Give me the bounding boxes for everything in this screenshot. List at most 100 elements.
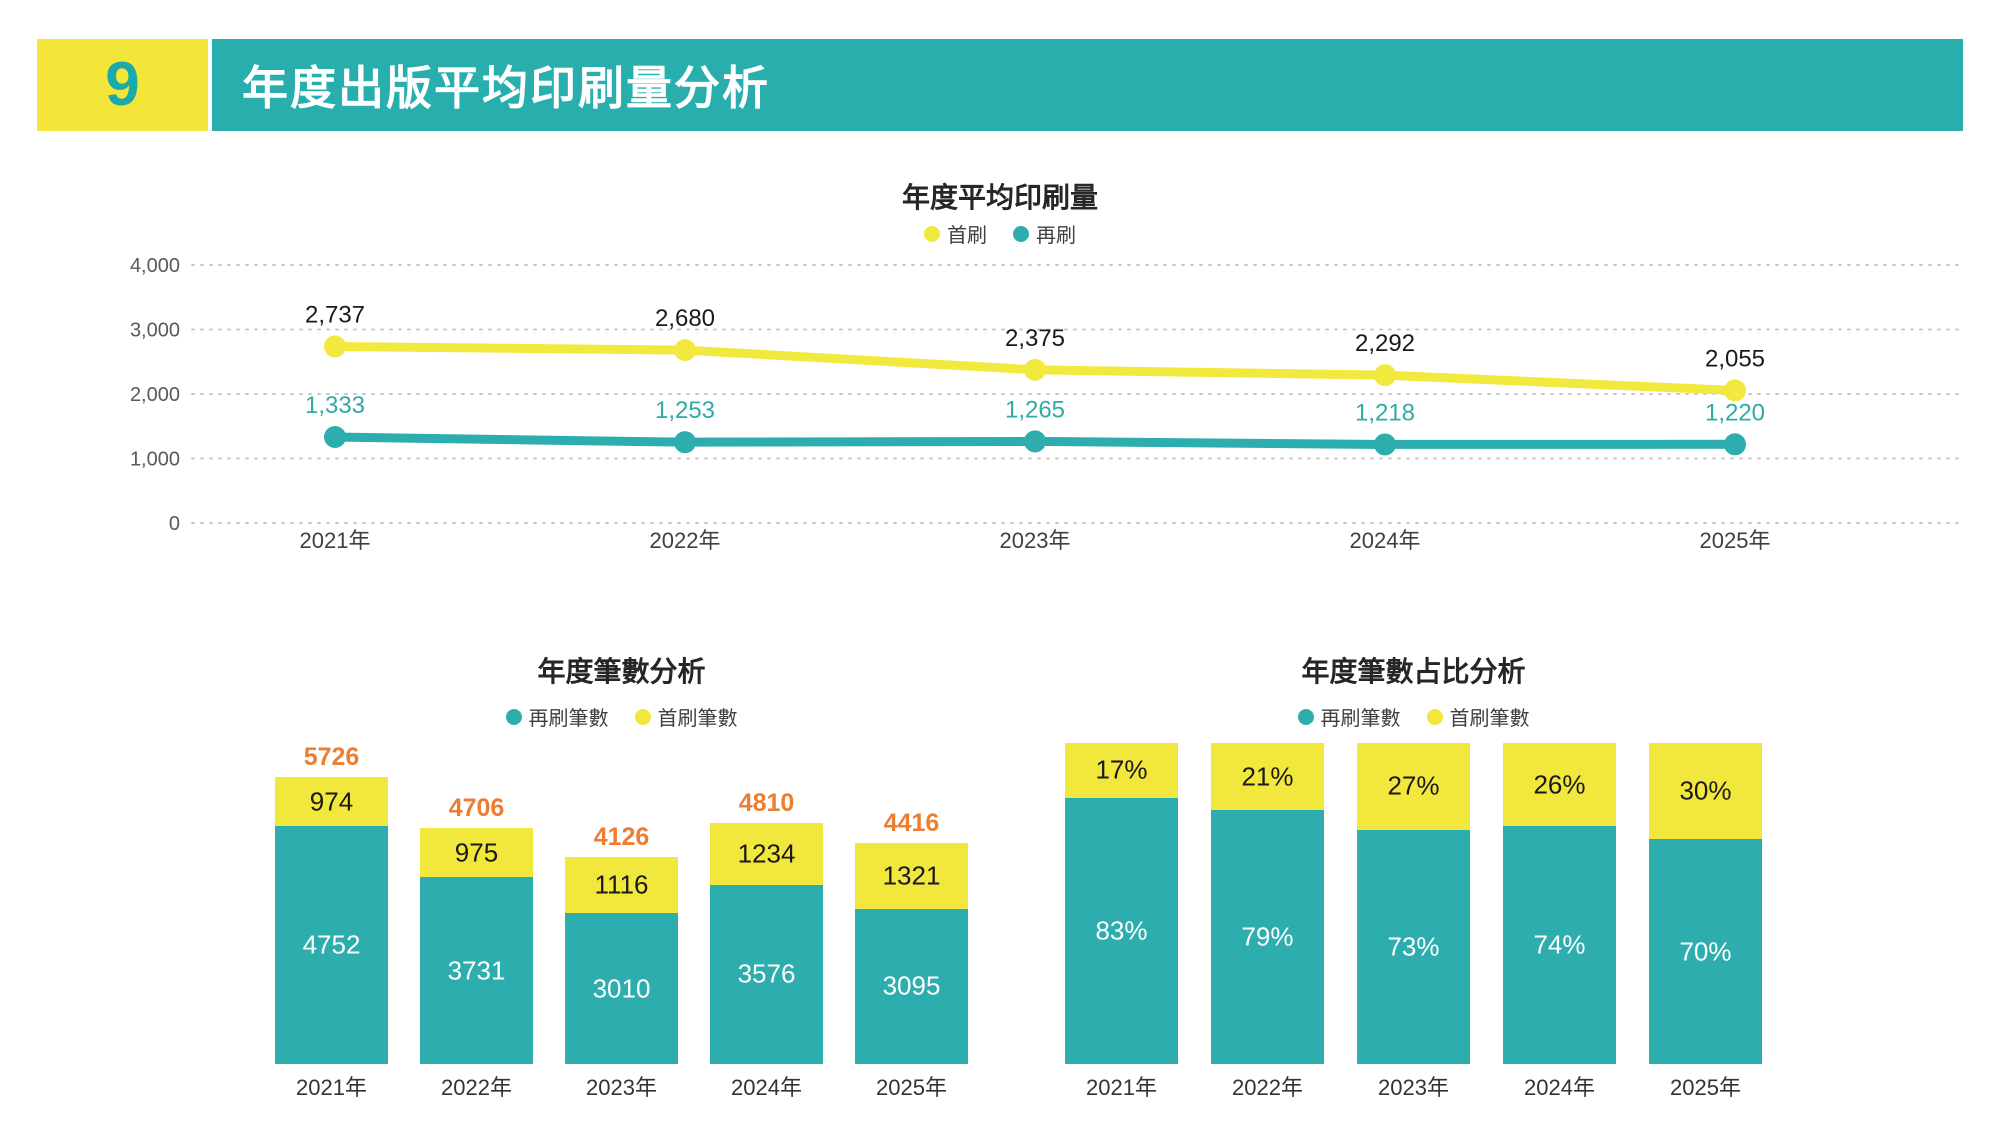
legend-item: 再刷 bbox=[1013, 219, 1076, 248]
x-axis-label: 2021年 bbox=[1086, 1075, 1157, 1100]
stacked-bar-segment bbox=[1065, 743, 1178, 798]
bar-value-label: 975 bbox=[454, 837, 499, 868]
stacked-bar-segment bbox=[1503, 743, 1616, 827]
legend-dot-icon bbox=[1426, 708, 1443, 725]
bar-value-label: 1321 bbox=[882, 860, 941, 891]
legend-label: 首刷 bbox=[947, 225, 987, 247]
legend-dot-icon bbox=[1013, 225, 1029, 242]
bar-value-label: 74% bbox=[1533, 929, 1586, 960]
bar-total-label: 4416 bbox=[883, 808, 940, 837]
bar-value-label: 3010 bbox=[592, 973, 651, 1004]
bar-value-label: 70% bbox=[1679, 936, 1732, 967]
stacked-bar-segment bbox=[855, 908, 968, 1064]
legend-dot-icon bbox=[1297, 708, 1314, 725]
point-value-label: 2,680 bbox=[655, 305, 715, 332]
point-value-label: 1,265 bbox=[1005, 396, 1065, 423]
x-axis-label: 2025年 bbox=[1670, 1075, 1741, 1100]
point-value-label: 2,292 bbox=[1355, 330, 1415, 357]
bar-value-label: 3576 bbox=[737, 958, 796, 989]
bar-total-label: 4706 bbox=[448, 794, 505, 823]
legend-dot-icon bbox=[924, 225, 940, 242]
bar-value-label: 3095 bbox=[882, 970, 941, 1001]
stacked-bar-segment bbox=[1357, 829, 1470, 1064]
line-point bbox=[1024, 430, 1046, 453]
legend-item: 首刷 bbox=[924, 219, 987, 248]
legend-item: 首刷筆數 bbox=[634, 702, 738, 731]
x-axis-label: 2025年 bbox=[876, 1075, 947, 1100]
stacked-bar-segment bbox=[420, 828, 533, 878]
stacked-bar-segment bbox=[1357, 743, 1470, 830]
line-point bbox=[1374, 364, 1396, 387]
stacked-bar-segment bbox=[1211, 810, 1324, 1064]
stacked-bar-segment bbox=[1211, 743, 1324, 811]
share-chart-title: 年度筆數占比分析 bbox=[1301, 656, 1526, 687]
legend-item: 再刷筆數 bbox=[505, 702, 609, 731]
x-axis-label: 2022年 bbox=[441, 1075, 512, 1100]
y-axis-tick-label: 4,000 bbox=[130, 255, 180, 277]
bar-value-label: 83% bbox=[1095, 915, 1148, 946]
line-chart-legend: 首刷 再刷 bbox=[0, 219, 2000, 248]
point-value-label: 2,055 bbox=[1705, 345, 1765, 372]
x-axis-label: 2021年 bbox=[300, 528, 371, 553]
line-point bbox=[1374, 433, 1396, 456]
bar-value-label: 26% bbox=[1533, 769, 1586, 800]
x-axis-label: 2025年 bbox=[1700, 528, 1771, 553]
line-point bbox=[324, 426, 346, 449]
stacked-bar-segment bbox=[1649, 743, 1762, 840]
bar-value-label: 21% bbox=[1241, 761, 1294, 792]
bar-total-label: 4126 bbox=[593, 823, 650, 852]
bar-total-label: 4810 bbox=[738, 789, 795, 818]
count-chart-legend: 再刷筆數 首刷筆數 bbox=[275, 702, 968, 731]
x-axis-label: 2024年 bbox=[1524, 1075, 1595, 1100]
bar-value-label: 974 bbox=[309, 786, 354, 817]
bar-value-label: 3731 bbox=[447, 955, 506, 986]
y-axis-tick-label: 2,000 bbox=[130, 384, 180, 406]
y-axis-tick-label: 3,000 bbox=[130, 320, 180, 342]
line-chart-title: 年度平均印刷量 bbox=[901, 182, 1098, 213]
bar-total-label: 5726 bbox=[303, 743, 360, 772]
legend-dot-icon bbox=[634, 708, 651, 725]
bar-value-label: 79% bbox=[1241, 921, 1294, 952]
bar-value-label: 30% bbox=[1679, 775, 1732, 806]
x-axis-label: 2024年 bbox=[1350, 528, 1421, 553]
bar-value-label: 73% bbox=[1387, 931, 1440, 962]
count-chart-title: 年度筆數分析 bbox=[537, 656, 706, 687]
x-axis-label: 2024年 bbox=[731, 1075, 802, 1100]
legend-label: 再刷筆數 bbox=[1320, 708, 1401, 730]
point-value-label: 1,220 bbox=[1705, 399, 1765, 426]
point-value-label: 1,333 bbox=[305, 392, 365, 419]
line-point bbox=[324, 335, 346, 358]
stacked-bar-segment bbox=[1065, 797, 1178, 1064]
legend-dot-icon bbox=[505, 708, 522, 725]
line-point bbox=[674, 431, 696, 454]
legend-label: 再刷 bbox=[1036, 225, 1076, 247]
legend-item: 再刷筆數 bbox=[1297, 702, 1401, 731]
stacked-bar-segment bbox=[1503, 826, 1616, 1064]
stacked-bar-segment bbox=[1649, 839, 1762, 1064]
y-axis-tick-label: 1,000 bbox=[130, 449, 180, 471]
bar-value-label: 1234 bbox=[737, 838, 796, 869]
stacked-bar-segment bbox=[710, 884, 823, 1064]
page-number: 9 bbox=[105, 50, 140, 119]
line-point bbox=[1024, 358, 1046, 381]
bar-value-label: 4752 bbox=[302, 929, 361, 960]
stacked-bar-segment bbox=[420, 877, 533, 1064]
stacked-bar-segment bbox=[710, 823, 823, 885]
y-axis-tick-label: 0 bbox=[169, 513, 180, 535]
legend-label: 首刷筆數 bbox=[657, 708, 738, 730]
bar-value-label: 27% bbox=[1387, 770, 1440, 801]
stacked-bar-segment bbox=[855, 842, 968, 909]
x-axis-label: 2023年 bbox=[586, 1075, 657, 1100]
legend-item: 首刷筆數 bbox=[1426, 702, 1530, 731]
header-banner: 年度出版平均印刷量分析 bbox=[212, 39, 1963, 131]
line-chart: 4,000 3,000 2,000 1,000 0 2021年 2022年 2023年 2024… bbox=[130, 255, 1959, 553]
point-value-label: 2,375 bbox=[1005, 325, 1065, 352]
bar-value-label: 1116 bbox=[594, 869, 649, 900]
line-point bbox=[1724, 379, 1746, 402]
point-value-label: 1,253 bbox=[655, 397, 715, 424]
x-axis-label: 2022年 bbox=[650, 528, 721, 553]
bar-value-label: 17% bbox=[1095, 754, 1148, 785]
stacked-bar-segment bbox=[275, 777, 388, 826]
line-point bbox=[674, 339, 696, 362]
